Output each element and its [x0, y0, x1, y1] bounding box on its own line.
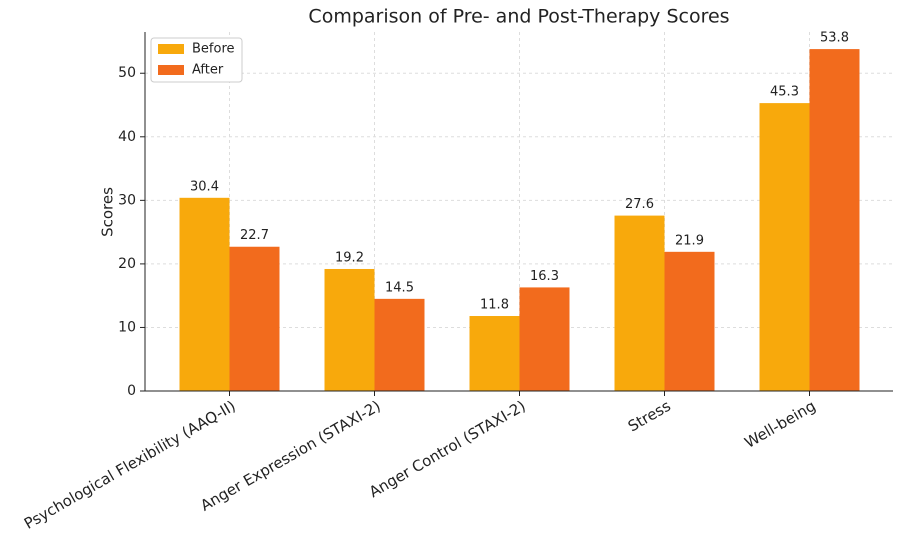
value-label: 22.7 — [240, 228, 269, 243]
legend-label: Before — [192, 42, 235, 57]
bar — [374, 298, 425, 391]
bar — [324, 268, 375, 391]
y-axis-label: Scores — [99, 187, 117, 237]
bar — [759, 103, 810, 391]
legend-label: After — [192, 63, 224, 78]
legend: Before After — [150, 37, 243, 83]
y-tick-label: 20 — [118, 256, 136, 272]
bar — [519, 287, 570, 391]
y-tick-label: 30 — [118, 192, 136, 208]
legend-swatch — [158, 44, 184, 54]
value-label: 11.8 — [480, 298, 509, 313]
value-label: 21.9 — [675, 233, 704, 248]
y-tick-label: 0 — [127, 383, 136, 399]
x-tick-label: Stress — [625, 397, 674, 436]
value-label: 45.3 — [770, 85, 799, 100]
y-tick-label: 10 — [118, 319, 136, 335]
legend-swatch — [158, 65, 184, 75]
bar — [229, 246, 280, 391]
y-tick-label: 50 — [118, 65, 136, 81]
bar — [614, 215, 665, 391]
chart-title: Comparison of Pre- and Post-Therapy Scor… — [308, 6, 729, 28]
value-label: 16.3 — [530, 269, 559, 284]
bar — [664, 251, 715, 391]
y-tick-label: 40 — [118, 129, 136, 145]
value-label: 19.2 — [335, 250, 364, 265]
value-label: 27.6 — [625, 197, 654, 212]
x-tick-label: Well-being — [741, 397, 818, 452]
x-tick-label: Anger Control (STAXI-2) — [366, 397, 529, 501]
value-label: 14.5 — [385, 280, 414, 295]
value-label: 53.8 — [820, 31, 849, 46]
bar — [179, 197, 230, 391]
bar — [809, 49, 860, 391]
bar — [469, 316, 520, 391]
value-label: 30.4 — [190, 179, 219, 194]
